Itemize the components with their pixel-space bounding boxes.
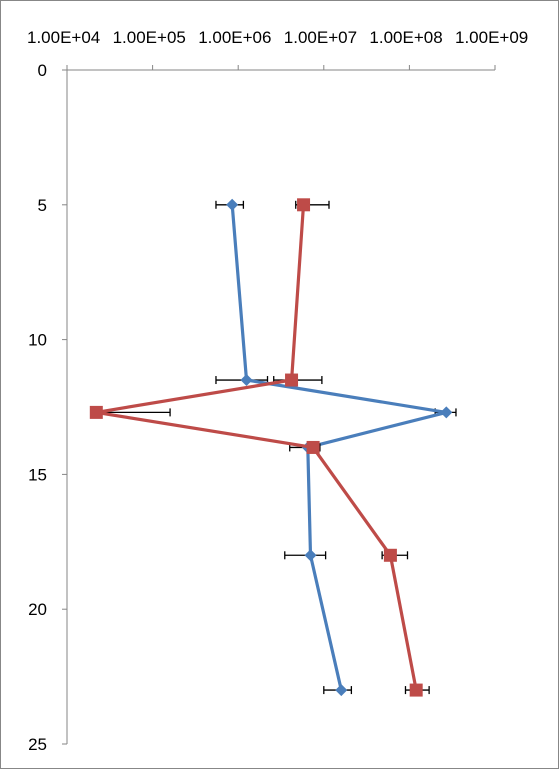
series-line [230, 204, 448, 691]
series-line [94, 204, 418, 691]
data-point [89, 405, 103, 419]
y-tick-label: 0 [38, 61, 47, 80]
x-tick-label: 1.00E+04 [27, 28, 100, 47]
x-tick-label: 1.00E+08 [369, 28, 442, 47]
data-point [409, 683, 423, 697]
y-tick-label: 25 [28, 735, 47, 754]
data-point [240, 374, 253, 387]
y-tick-label: 15 [28, 465, 47, 484]
x-tick-label: 1.00E+05 [113, 28, 186, 47]
data-point [306, 440, 320, 454]
data-point [440, 406, 453, 419]
data-point [226, 198, 239, 211]
x-tick-label: 1.00E+07 [284, 28, 357, 47]
data-point [335, 684, 348, 697]
y-tick-labels: 0 5 10 15 20 25 [28, 61, 47, 754]
y-tick-label: 10 [28, 331, 47, 350]
y-tick-label: 5 [38, 196, 47, 215]
series [89, 198, 457, 697]
series-2 [89, 198, 430, 697]
x-tick-labels: 1.00E+04 1.00E+05 1.00E+06 1.00E+07 1.00… [27, 28, 528, 47]
axes [62, 65, 496, 745]
x-tick-label: 1.00E+09 [455, 28, 528, 47]
data-point [285, 373, 299, 387]
data-point [297, 198, 311, 212]
y-tick-label: 20 [28, 600, 47, 619]
series-1 [215, 198, 457, 697]
data-point [304, 549, 317, 562]
data-point [383, 548, 397, 562]
x-tick-label: 1.00E+06 [198, 28, 271, 47]
